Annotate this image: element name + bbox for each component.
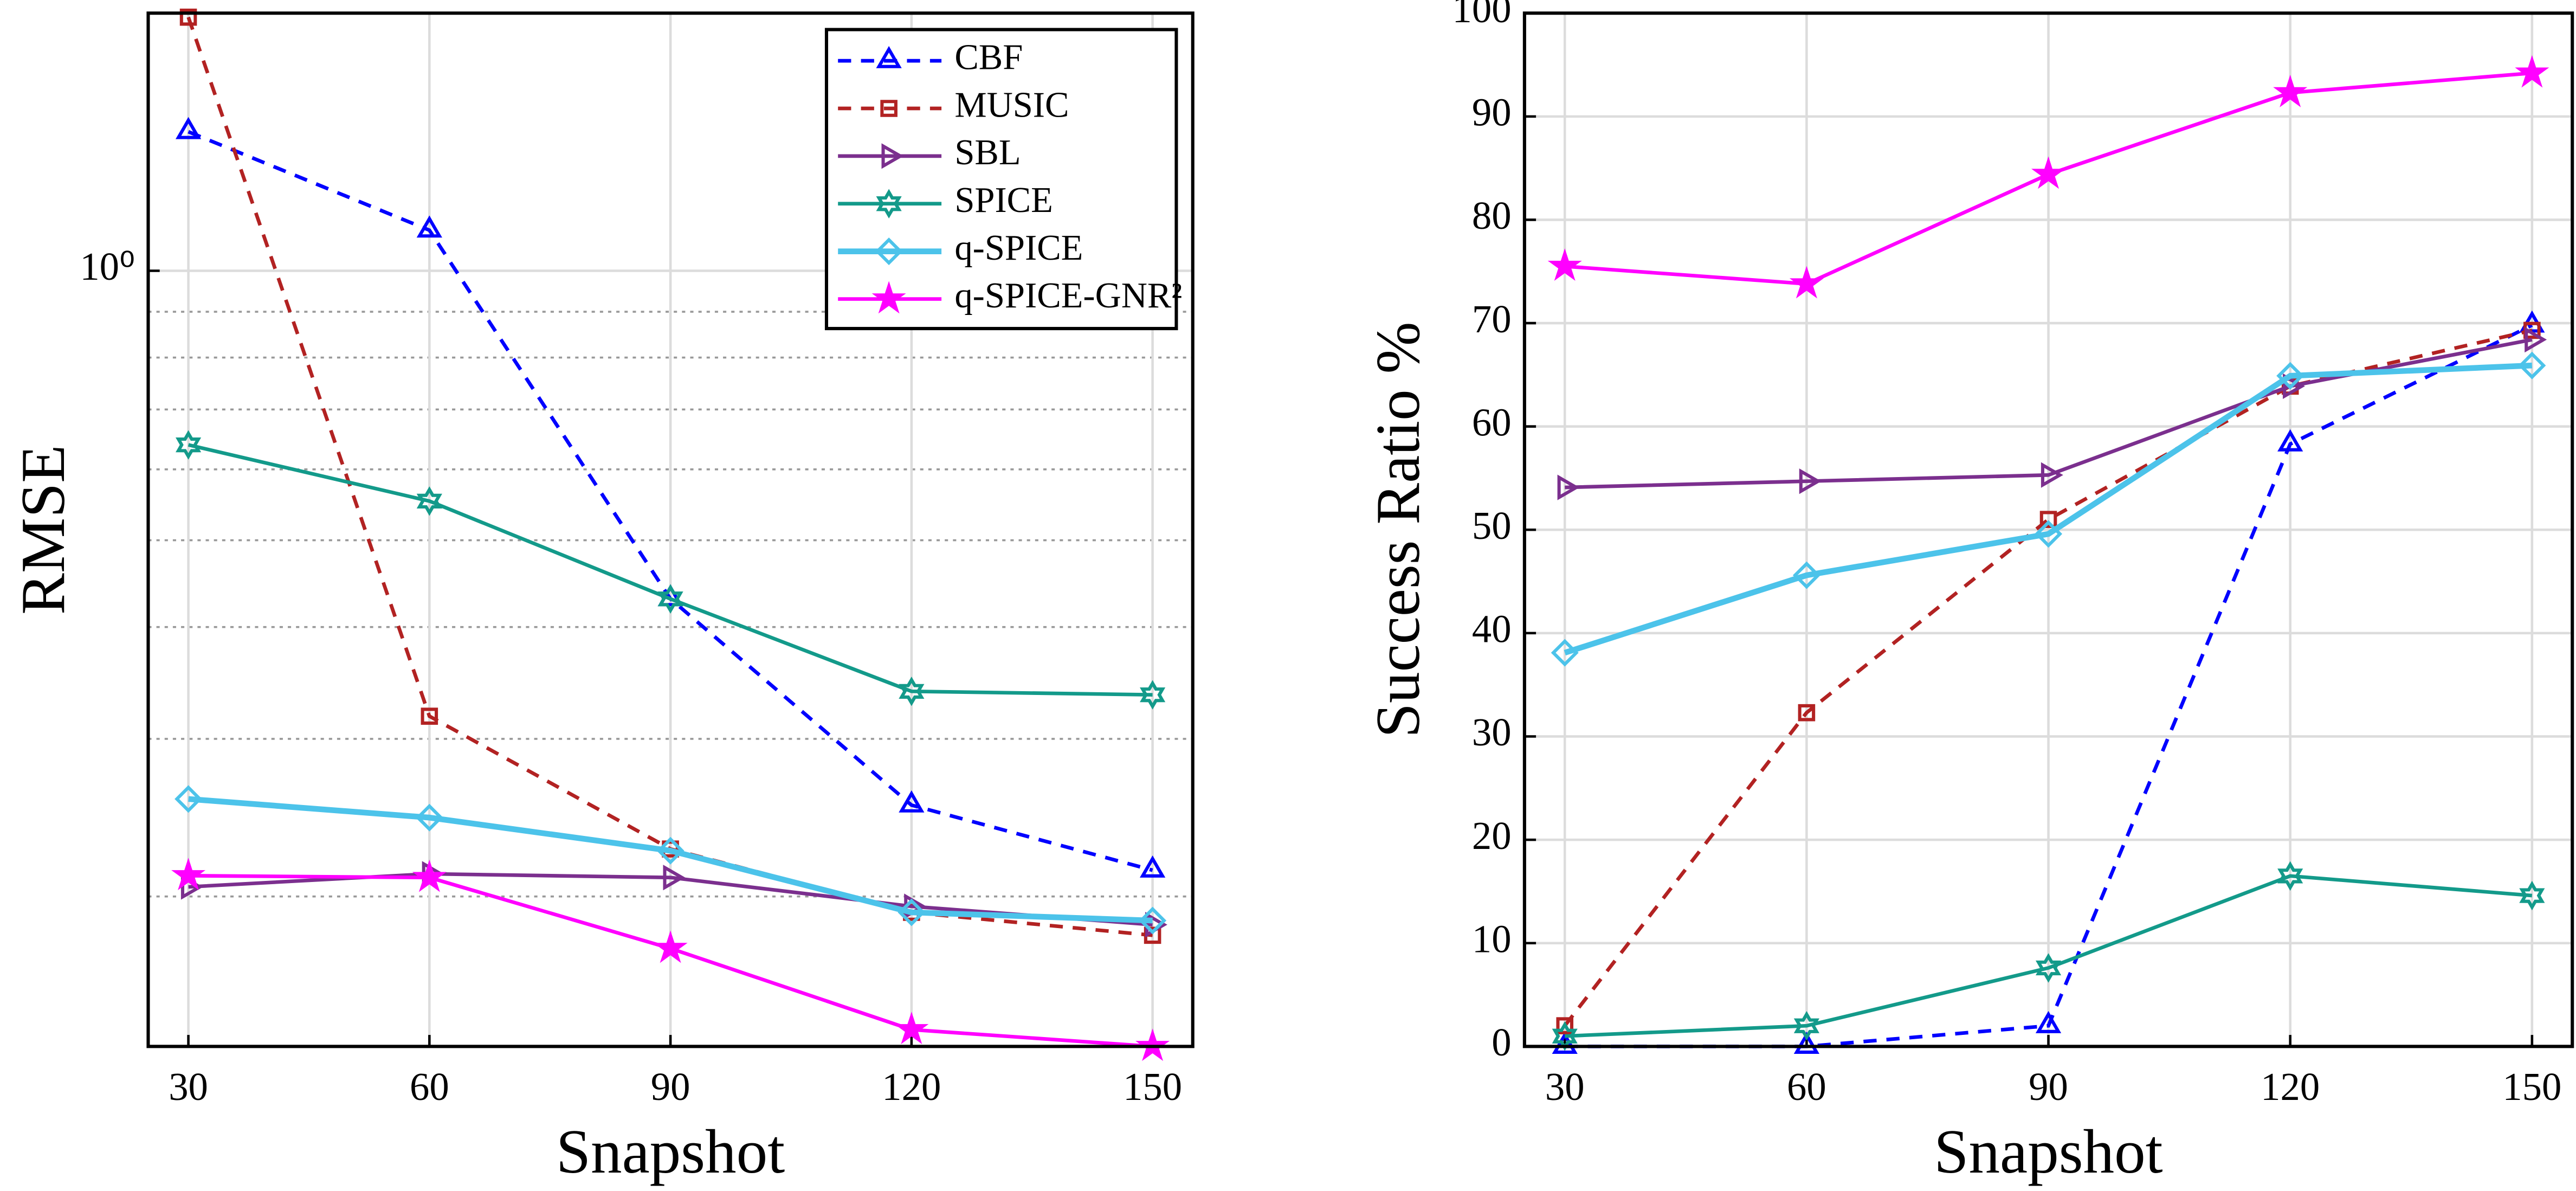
marker <box>657 584 683 614</box>
x-tick-label: 30 <box>169 1065 208 1109</box>
marker <box>179 8 197 26</box>
y-tick-label: 100 <box>1452 0 1512 31</box>
y-axis-label: Success Ratio % <box>1363 322 1432 738</box>
marker <box>175 430 202 460</box>
marker <box>175 117 202 139</box>
marker <box>2523 321 2541 339</box>
legend-marker <box>875 237 903 266</box>
marker <box>898 898 926 926</box>
marker <box>416 486 442 516</box>
y-tick-label: 60 <box>1472 400 1512 444</box>
plot-frame <box>146 11 1195 1048</box>
x-tick-label: 60 <box>1787 1065 1826 1109</box>
y-axis-label: RMSE <box>8 445 78 615</box>
x-tick-label: 90 <box>651 1065 690 1109</box>
legend-marker <box>881 143 904 169</box>
x-tick-label: 60 <box>410 1065 449 1109</box>
marker <box>2277 861 2303 891</box>
marker <box>2525 326 2547 353</box>
marker <box>899 677 925 706</box>
marker <box>656 836 685 865</box>
marker <box>1547 248 1582 281</box>
y-tick-label: 80 <box>1472 194 1512 237</box>
x-tick-label: 150 <box>2502 1065 2561 1109</box>
y-tick-label: 10⁰ <box>80 244 135 288</box>
legend-marker <box>876 189 902 218</box>
x-tick-label: 120 <box>2261 1065 2320 1109</box>
x-tick-label: 120 <box>882 1065 941 1109</box>
y-tick-label: 20 <box>1472 814 1512 858</box>
marker <box>412 859 447 892</box>
legend-label: q-SPICE <box>954 228 1083 268</box>
series-line <box>1564 362 2533 656</box>
marker <box>1793 1032 1820 1054</box>
marker <box>2277 429 2303 452</box>
marker <box>2518 351 2546 379</box>
marker <box>2515 55 2549 88</box>
marker <box>1798 704 1816 722</box>
y-tick-label: 0 <box>1492 1020 1511 1064</box>
marker <box>1139 906 1167 935</box>
series-line <box>188 796 1153 924</box>
marker <box>2519 880 2545 911</box>
marker <box>663 865 686 891</box>
marker <box>171 858 206 891</box>
marker <box>1557 474 1580 500</box>
legend-label: MUSIC <box>954 85 1069 125</box>
marker <box>2031 156 2066 189</box>
marker <box>2035 1010 2062 1033</box>
legend-marker <box>880 100 898 117</box>
marker <box>1140 680 1166 710</box>
marker <box>894 1012 929 1045</box>
marker <box>1799 468 1822 494</box>
marker <box>1792 561 1820 589</box>
legend-box <box>824 28 1178 331</box>
marker <box>175 785 203 813</box>
x-axis-label: Snapshot <box>1934 1117 2162 1186</box>
marker <box>1789 266 1824 299</box>
series-line <box>1565 874 2533 1038</box>
x-tick-label: 150 <box>1123 1065 1182 1109</box>
legend-label: CBF <box>954 37 1023 77</box>
marker <box>2276 362 2304 390</box>
y-tick-label: 50 <box>1472 504 1512 548</box>
marker <box>1140 855 1166 878</box>
marker <box>2283 373 2305 399</box>
marker <box>653 930 688 963</box>
y-tick-label: 30 <box>1472 710 1512 754</box>
marker <box>415 803 443 832</box>
marker <box>421 707 438 725</box>
series-line <box>188 443 1153 697</box>
x-tick-label: 90 <box>2029 1065 2068 1109</box>
legend-marker <box>871 281 906 314</box>
series-line <box>1563 329 2533 1027</box>
y-tick-label: 10 <box>1472 917 1512 961</box>
marker <box>1552 1032 1578 1054</box>
plot-frame <box>1522 11 2574 1048</box>
y-tick-label: 70 <box>1472 297 1512 341</box>
y-tick-label: 90 <box>1472 91 1512 134</box>
marker <box>899 790 925 813</box>
marker <box>1551 639 1579 667</box>
marker <box>416 215 442 238</box>
marker <box>2035 520 2063 548</box>
legend-label: SPICE <box>954 181 1053 220</box>
legend-label: q-SPICE-GNR² <box>954 276 1182 316</box>
legend-marker <box>876 46 902 68</box>
marker <box>2035 953 2062 983</box>
x-tick-label: 30 <box>1545 1065 1585 1109</box>
marker <box>1556 1017 1574 1034</box>
legend-label: SBL <box>954 133 1021 172</box>
marker <box>2041 462 2063 488</box>
marker <box>1793 1010 1819 1041</box>
marker <box>2273 74 2308 107</box>
y-tick-label: 40 <box>1472 607 1512 651</box>
x-axis-label: Snapshot <box>556 1117 785 1186</box>
